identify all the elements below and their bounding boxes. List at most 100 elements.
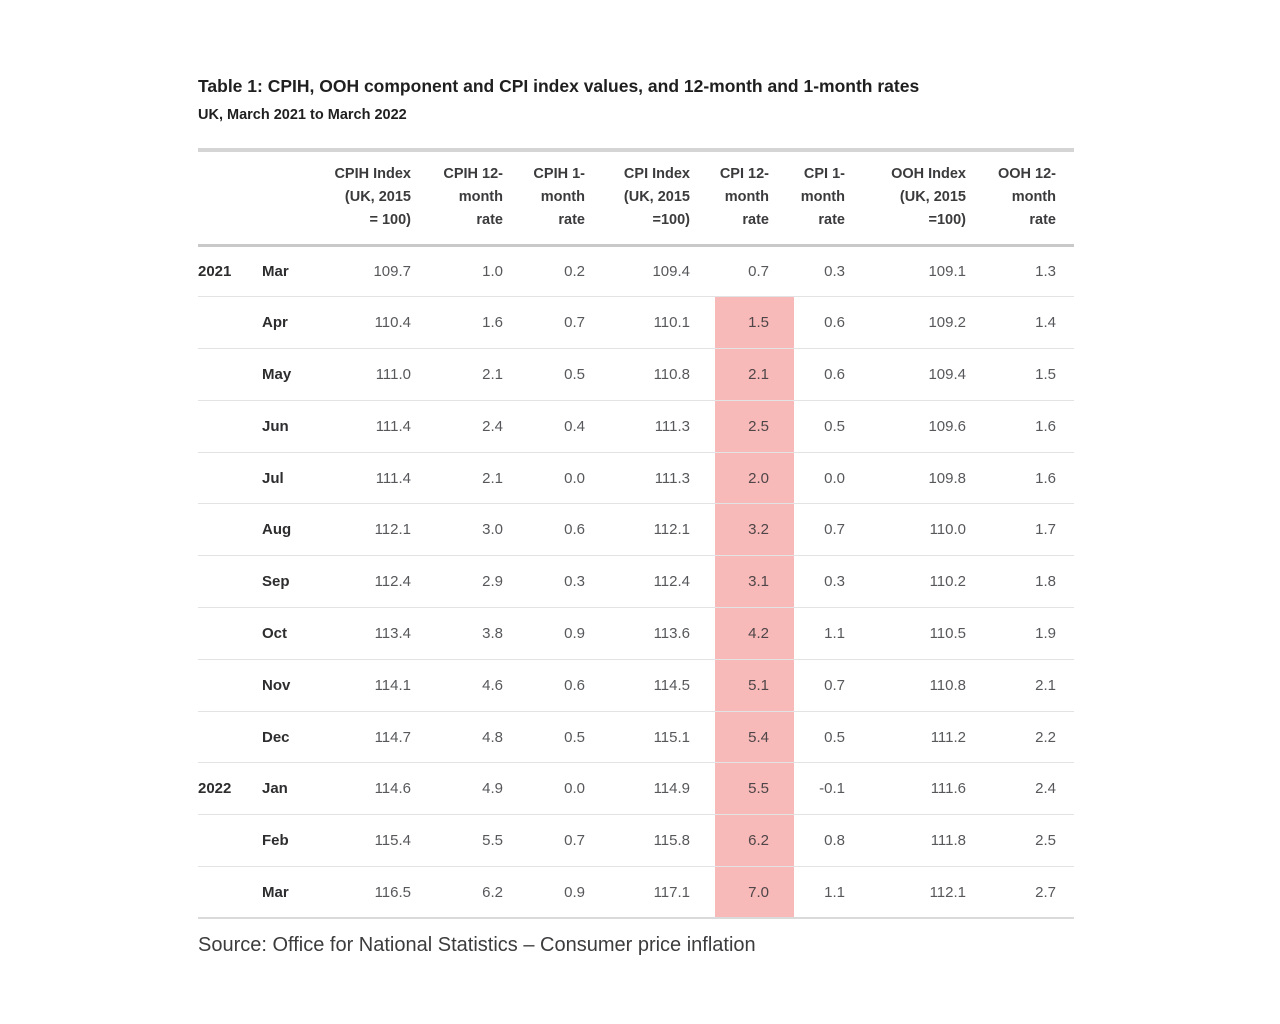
cell-month: Aug — [262, 503, 318, 556]
header-cpi-1-month-rate: CPI 1- month rate — [794, 150, 870, 247]
cell-ooh-12-month-rate: 1.6 — [991, 399, 1074, 453]
cell-cpi-1-month-rate: -0.1 — [794, 762, 870, 815]
cell-cpih-12-month-rate: 3.0 — [436, 503, 528, 556]
header-ooh-12-month-rate: OOH 12- month rate — [991, 150, 1074, 247]
cell-cpi-1-month-rate: 1.1 — [794, 607, 870, 660]
page-title: Table 1: CPIH, OOH component and CPI ind… — [198, 76, 920, 96]
cell-month: Oct — [262, 607, 318, 660]
cell-year — [198, 658, 262, 712]
cell-month: Nov — [262, 658, 318, 712]
cell-ooh-index: 110.0 — [870, 503, 991, 556]
cell-cpih-12-month-rate: 2.4 — [436, 399, 528, 453]
cell-year — [198, 555, 262, 608]
cell-month: Feb — [262, 814, 318, 867]
table-row: 2022 Jan 114.6 4.9 0.0 114.9 5.5 -0.1 111.6 2.4 — [198, 762, 1074, 815]
cell-cpi-1-month-rate: 0.0 — [794, 451, 870, 504]
cell-year — [198, 607, 262, 660]
table-row: Oct 113.4 3.8 0.9 113.6 4.2 1.1 110.5 1.9 — [198, 607, 1074, 660]
cell-ooh-12-month-rate: 2.2 — [991, 710, 1074, 763]
cpih-cpi-ooh-table: CPIH Index (UK, 2015 = 100) CPIH 12- mon… — [198, 148, 1074, 920]
cell-cpih-index: 115.4 — [318, 814, 436, 867]
cell-cpih-12-month-rate: 6.2 — [436, 866, 528, 919]
cell-ooh-12-month-rate: 1.3 — [1035, 262, 1056, 280]
cell-ooh-12-month-rate: 2.4 — [991, 762, 1074, 815]
cell-year — [198, 710, 262, 763]
table-row: May 111.0 2.1 0.5 110.8 2.1 0.6 109.4 1.5 — [198, 348, 1074, 401]
cell-cpih-index: 112.4 — [318, 555, 436, 608]
cell-month: Dec — [262, 710, 318, 763]
cell-cpi-index: 117.1 — [610, 866, 715, 919]
cell-cpih-index: 116.5 — [318, 866, 436, 919]
cell-cpih-12-month-rate: 4.9 — [436, 762, 528, 815]
cell-cpi-1-month-rate: 0.6 — [794, 348, 870, 401]
cell-ooh-12-month-rate: 2.1 — [991, 658, 1074, 712]
cell-ooh-index: 110.2 — [870, 555, 991, 608]
cell-cpi-index: 115.1 — [610, 710, 715, 763]
cell-month: Jul — [262, 451, 318, 504]
cell-month: May — [262, 348, 318, 401]
cell-cpi-index: 110.8 — [610, 348, 715, 401]
header-row: CPIH Index (UK, 2015 = 100) CPIH 12- mon… — [198, 150, 1074, 247]
cell-ooh-index: 111.8 — [870, 814, 991, 867]
cell-ooh-index: 109.6 — [870, 399, 991, 453]
cell-month: Jun — [262, 399, 318, 453]
table-row: Apr 110.4 1.6 0.7 110.1 1.5 0.6 109.2 1.4 — [198, 296, 1074, 349]
cell-year — [198, 866, 262, 919]
cell-cpih-1-month-rate: 0.2 — [564, 262, 585, 280]
cell-cpih-1-month-rate: 0.9 — [528, 866, 610, 919]
cell-cpi-1-month-rate: 0.5 — [794, 710, 870, 763]
cell-cpih-1-month-rate: 0.6 — [528, 503, 610, 556]
cell-cpih-index: 109.7 — [373, 262, 411, 280]
cell-cpih-index: 112.1 — [318, 503, 436, 556]
cell-cpi-12-month-rate: 5.4 — [715, 710, 794, 763]
cell-cpi-index: 115.8 — [610, 814, 715, 867]
cell-cpi-1-month-rate: 0.3 — [824, 262, 845, 280]
cell-year — [198, 399, 262, 453]
cell-ooh-index: 109.8 — [870, 451, 991, 504]
cell-cpih-1-month-rate: 0.5 — [528, 348, 610, 401]
cell-cpi-1-month-rate: 0.3 — [794, 555, 870, 608]
cell-ooh-12-month-rate: 1.5 — [991, 348, 1074, 401]
cell-cpih-12-month-rate: 5.5 — [436, 814, 528, 867]
cell-cpih-12-month-rate: 1.0 — [482, 262, 503, 280]
cell-ooh-index: 111.6 — [870, 762, 991, 815]
cell-cpih-index: 111.4 — [318, 399, 436, 453]
header-cpih-1-month-rate: CPIH 1- month rate — [528, 150, 610, 247]
header-year — [198, 150, 262, 247]
cell-cpih-1-month-rate: 0.9 — [528, 607, 610, 660]
cell-cpih-12-month-rate: 2.1 — [436, 451, 528, 504]
cell-cpih-index: 114.6 — [318, 762, 436, 815]
cell-cpi-12-month-rate: 5.1 — [715, 658, 794, 712]
table-row: Feb 115.4 5.5 0.7 115.8 6.2 0.8 111.8 2.5 — [198, 814, 1074, 867]
cell-month: Mar — [262, 866, 318, 919]
header-ooh-index: OOH Index (UK, 2015 =100) — [870, 150, 991, 247]
cell-cpi-12-month-rate: 2.0 — [715, 451, 794, 504]
cell-cpih-1-month-rate: 0.7 — [528, 296, 610, 349]
cell-cpih-12-month-rate: 2.1 — [436, 348, 528, 401]
header-cpih-index: CPIH Index (UK, 2015 = 100) — [318, 150, 436, 247]
cell-cpi-1-month-rate: 0.6 — [794, 296, 870, 349]
cell-cpih-index: 113.4 — [318, 607, 436, 660]
cell-cpi-1-month-rate: 0.8 — [794, 814, 870, 867]
cell-year — [198, 814, 262, 867]
cell-ooh-12-month-rate: 1.8 — [991, 555, 1074, 608]
cell-ooh-12-month-rate: 2.5 — [991, 814, 1074, 867]
cell-cpi-12-month-rate: 5.5 — [715, 762, 794, 815]
table-figure: Table 1: CPIH, OOH component and CPI ind… — [198, 75, 1074, 958]
cell-cpi-index: 114.5 — [610, 658, 715, 712]
cell-cpih-1-month-rate: 0.0 — [528, 451, 610, 504]
cell-ooh-12-month-rate: 1.7 — [991, 503, 1074, 556]
table-row: Sep 112.4 2.9 0.3 112.4 3.1 0.3 110.2 1.8 — [198, 555, 1074, 608]
cell-ooh-12-month-rate: 1.4 — [991, 296, 1074, 349]
cell-year — [198, 348, 262, 401]
cell-month: Jan — [262, 762, 318, 815]
cell-cpi-12-month-rate: 6.2 — [715, 814, 794, 867]
table-header: CPIH Index (UK, 2015 = 100) CPIH 12- mon… — [198, 150, 1074, 247]
page-subtitle: UK, March 2021 to March 2022 — [198, 107, 407, 123]
cell-cpi-12-month-rate: 4.2 — [715, 607, 794, 660]
cell-ooh-index: 112.1 — [870, 866, 991, 919]
cell-year: 2022 — [198, 762, 262, 815]
cell-cpi-1-month-rate: 0.7 — [794, 503, 870, 556]
cell-ooh-12-month-rate: 1.9 — [991, 607, 1074, 660]
cell-cpi-1-month-rate: 0.7 — [794, 658, 870, 712]
